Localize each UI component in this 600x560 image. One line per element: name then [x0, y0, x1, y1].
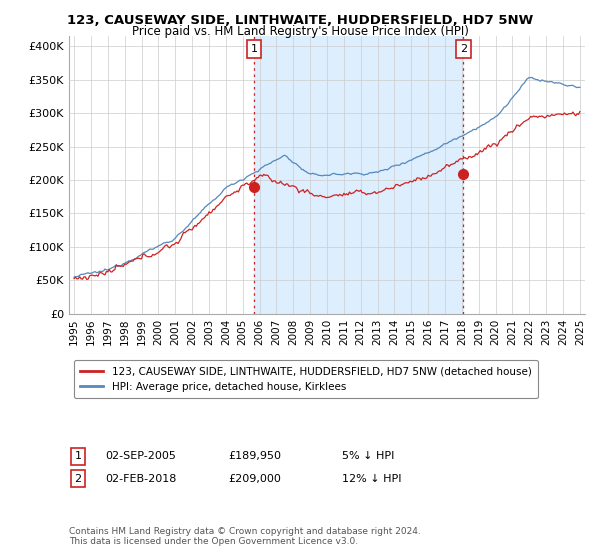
Text: 2: 2 — [460, 44, 467, 54]
Text: 2: 2 — [74, 474, 82, 484]
Bar — [254, 36, 463, 314]
Text: 1: 1 — [74, 451, 82, 461]
Text: £189,950: £189,950 — [228, 451, 281, 461]
Text: 12% ↓ HPI: 12% ↓ HPI — [342, 474, 401, 484]
Text: 5% ↓ HPI: 5% ↓ HPI — [342, 451, 394, 461]
Text: Contains HM Land Registry data © Crown copyright and database right 2024.
This d: Contains HM Land Registry data © Crown c… — [69, 526, 421, 546]
Text: £209,000: £209,000 — [228, 474, 281, 484]
Text: Price paid vs. HM Land Registry's House Price Index (HPI): Price paid vs. HM Land Registry's House … — [131, 25, 469, 38]
Legend: 123, CAUSEWAY SIDE, LINTHWAITE, HUDDERSFIELD, HD7 5NW (detached house), HPI: Ave: 123, CAUSEWAY SIDE, LINTHWAITE, HUDDERSF… — [74, 361, 538, 398]
Text: 1: 1 — [250, 44, 257, 54]
Text: 02-FEB-2018: 02-FEB-2018 — [105, 474, 176, 484]
Text: 02-SEP-2005: 02-SEP-2005 — [105, 451, 176, 461]
Text: 123, CAUSEWAY SIDE, LINTHWAITE, HUDDERSFIELD, HD7 5NW: 123, CAUSEWAY SIDE, LINTHWAITE, HUDDERSF… — [67, 14, 533, 27]
